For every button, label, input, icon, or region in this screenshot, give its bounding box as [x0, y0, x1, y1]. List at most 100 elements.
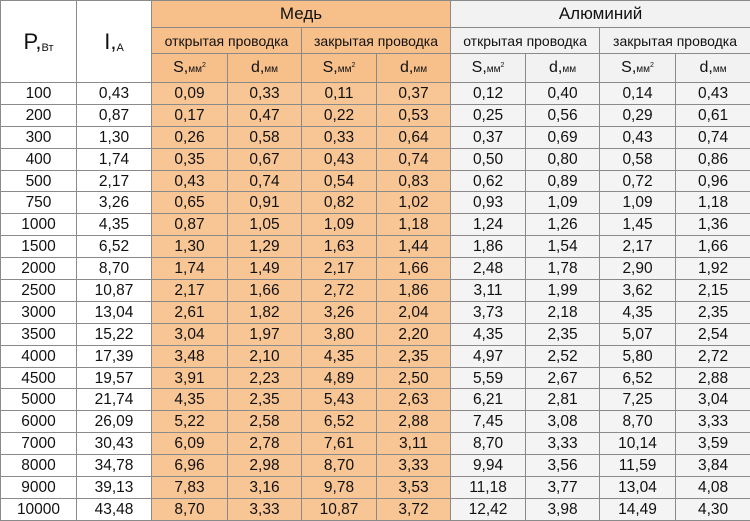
aluminum-closed-d-cell: 0,43 — [676, 83, 750, 105]
aluminum-open-s-header: S,мм2 — [451, 54, 526, 83]
copper-open-s-cell: 5,22 — [152, 411, 228, 433]
copper-closed-d-header: d,мм — [377, 54, 451, 83]
aluminum-open-s-cell: 5,59 — [451, 367, 526, 389]
copper-closed-s-header: S,мм2 — [302, 54, 377, 83]
copper-closed-d-cell: 1,02 — [377, 192, 451, 214]
copper-closed-s-cell: 0,33 — [302, 126, 377, 148]
aluminum-open-s-cell: 3,11 — [451, 280, 526, 302]
aluminum-open-d-cell: 2,52 — [526, 345, 600, 367]
aluminum-open-d-cell: 1,09 — [526, 192, 600, 214]
copper-open-d-cell: 2,23 — [228, 367, 302, 389]
aluminum-closed-s-cell: 3,62 — [600, 280, 676, 302]
copper-closed-d-cell: 0,53 — [377, 104, 451, 126]
aluminum-open-s-cell: 2,48 — [451, 258, 526, 280]
copper-open-s-cell: 0,17 — [152, 104, 228, 126]
copper-open-d-cell: 0,47 — [228, 104, 302, 126]
power-cell: 200 — [1, 104, 77, 126]
aluminum-open-s-cell: 6,21 — [451, 389, 526, 411]
copper-open-s-cell: 0,65 — [152, 192, 228, 214]
copper-closed-d-cell: 2,63 — [377, 389, 451, 411]
aluminum-closed-d-cell: 0,61 — [676, 104, 750, 126]
power-cell: 100 — [1, 83, 77, 105]
power-cell: 7000 — [1, 433, 77, 455]
copper-open-d-cell: 1,49 — [228, 258, 302, 280]
aluminum-closed-d-cell: 1,92 — [676, 258, 750, 280]
copper-closed-s-cell: 5,43 — [302, 389, 377, 411]
aluminum-open-s-cell: 4,35 — [451, 323, 526, 345]
copper-closed-s-cell: 0,11 — [302, 83, 377, 105]
aluminum-closed-s-cell: 8,70 — [600, 411, 676, 433]
copper-open-s-cell: 3,91 — [152, 367, 228, 389]
copper-header: Медь — [152, 1, 451, 28]
aluminum-closed-s-cell: 0,14 — [600, 83, 676, 105]
copper-open-d-cell: 2,10 — [228, 345, 302, 367]
current-cell: 34,78 — [77, 455, 152, 477]
copper-closed-s-cell: 0,43 — [302, 148, 377, 170]
aluminum-closed-d-cell: 3,04 — [676, 389, 750, 411]
aluminum-open-d-cell: 0,89 — [526, 170, 600, 192]
aluminum-closed-wiring-header: закрытая проводка — [600, 28, 750, 54]
copper-closed-s-cell: 1,63 — [302, 236, 377, 258]
copper-open-d-cell: 0,91 — [228, 192, 302, 214]
aluminum-closed-d-cell: 2,88 — [676, 367, 750, 389]
aluminum-closed-d-cell: 2,54 — [676, 323, 750, 345]
aluminum-closed-d-cell: 0,96 — [676, 170, 750, 192]
current-cell: 17,39 — [77, 345, 152, 367]
copper-closed-s-cell: 3,80 — [302, 323, 377, 345]
aluminum-open-s-cell: 7,45 — [451, 411, 526, 433]
power-cell: 1000 — [1, 214, 77, 236]
aluminum-open-d-cell: 2,18 — [526, 301, 600, 323]
power-cell: 4000 — [1, 345, 77, 367]
aluminum-open-s-cell: 0,93 — [451, 192, 526, 214]
copper-closed-d-cell: 3,33 — [377, 455, 451, 477]
copper-closed-s-cell: 3,26 — [302, 301, 377, 323]
copper-closed-d-cell: 0,83 — [377, 170, 451, 192]
aluminum-open-s-cell: 0,50 — [451, 148, 526, 170]
power-unit: Вт — [41, 42, 53, 54]
power-cell: 3000 — [1, 301, 77, 323]
aluminum-closed-d-cell: 2,72 — [676, 345, 750, 367]
aluminum-closed-d-cell: 2,35 — [676, 301, 750, 323]
copper-closed-s-cell: 4,89 — [302, 367, 377, 389]
current-cell: 8,70 — [77, 258, 152, 280]
copper-closed-s-cell: 9,78 — [302, 477, 377, 499]
aluminum-open-s-cell: 4,97 — [451, 345, 526, 367]
copper-closed-d-cell: 1,44 — [377, 236, 451, 258]
copper-open-d-cell: 1,05 — [228, 214, 302, 236]
copper-open-s-cell: 1,30 — [152, 236, 228, 258]
copper-open-s-cell: 6,09 — [152, 433, 228, 455]
current-cell: 13,04 — [77, 301, 152, 323]
copper-closed-s-cell: 6,52 — [302, 411, 377, 433]
aluminum-open-d-header: d,мм — [526, 54, 600, 83]
copper-closed-d-cell: 1,18 — [377, 214, 451, 236]
aluminum-closed-d-cell: 0,74 — [676, 126, 750, 148]
aluminum-open-d-cell: 1,54 — [526, 236, 600, 258]
aluminum-closed-s-cell: 0,72 — [600, 170, 676, 192]
copper-open-d-cell: 1,97 — [228, 323, 302, 345]
copper-closed-s-cell: 1,09 — [302, 214, 377, 236]
current-cell: 4,35 — [77, 214, 152, 236]
copper-open-d-cell: 0,58 — [228, 126, 302, 148]
power-cell: 1500 — [1, 236, 77, 258]
aluminum-open-d-cell: 3,56 — [526, 455, 600, 477]
copper-open-s-cell: 4,35 — [152, 389, 228, 411]
aluminum-closed-d-cell: 3,84 — [676, 455, 750, 477]
copper-open-s-cell: 2,17 — [152, 280, 228, 302]
current-cell: 15,22 — [77, 323, 152, 345]
aluminum-closed-d-cell: 1,66 — [676, 236, 750, 258]
aluminum-header: Алюминий — [451, 1, 750, 28]
power-cell: 750 — [1, 192, 77, 214]
aluminum-open-s-cell: 1,86 — [451, 236, 526, 258]
aluminum-closed-s-cell: 11,59 — [600, 455, 676, 477]
power-cell: 500 — [1, 170, 77, 192]
copper-closed-d-cell: 2,50 — [377, 367, 451, 389]
